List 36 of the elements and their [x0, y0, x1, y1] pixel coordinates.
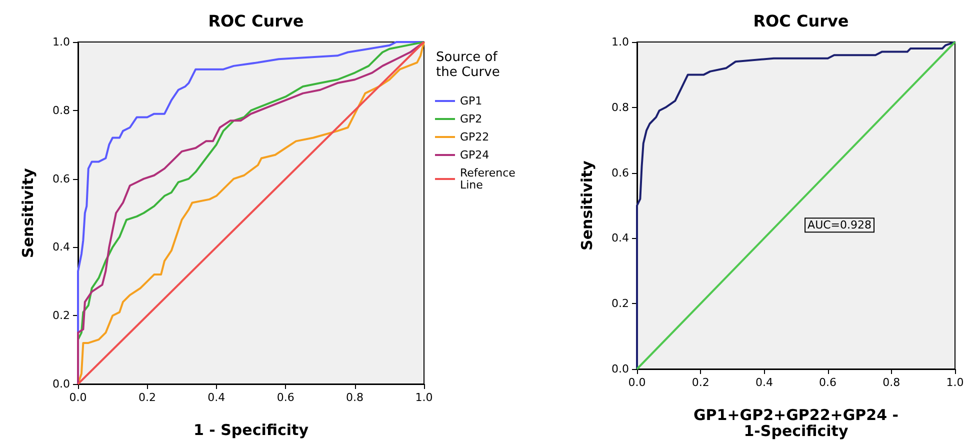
legend-label: GP1 [460, 94, 482, 108]
x-tick-label: 0.0 [628, 376, 646, 389]
y-tick-label: 0.2 [52, 309, 70, 322]
x-tick-label: 0.6 [819, 376, 837, 389]
x-tick-label: 0.4 [755, 376, 773, 389]
x-tick-label: 0.0 [69, 391, 87, 404]
legend-title: Source of the Curve [436, 50, 502, 80]
x-tick-label: 1.0 [415, 391, 433, 404]
x-tick-label: 0.2 [692, 376, 710, 389]
legend-label: GP24 [460, 148, 490, 162]
y-tick-label: 0.6 [612, 166, 629, 180]
x-axis-title: 1 - Specificity [194, 421, 309, 439]
legend-label: Reference Line [460, 166, 519, 192]
x-tick-label: 0.6 [276, 391, 294, 404]
y-tick-label: 1.0 [612, 36, 629, 48]
x-tick-label: 0.8 [346, 391, 364, 404]
annotation: AUC=0.928 [808, 218, 872, 232]
y-tick-label: 0.4 [612, 232, 629, 245]
y-tick-label: 1.0 [52, 36, 70, 48]
chart-title: ROC Curve [753, 12, 849, 30]
y-tick-label: 0.4 [52, 240, 70, 254]
y-tick-label: 0.2 [612, 297, 629, 310]
y-tick-label: 0.0 [612, 362, 629, 376]
chart-title: ROC Curve [208, 12, 304, 30]
y-axis-title: Sensitivity [578, 160, 596, 250]
x-axis-title: GP1+GP2+GP22+GP24 - 1-Specificity [694, 406, 898, 440]
x-tick-label: 0.2 [138, 391, 156, 404]
x-tick-label: 1.0 [946, 376, 964, 389]
y-tick-label: 0.8 [52, 104, 70, 117]
y-axis-title: Sensitivity [19, 168, 37, 258]
y-tick-label: 0.6 [52, 172, 70, 186]
legend-label: GP22 [460, 130, 490, 144]
x-tick-label: 0.4 [208, 391, 226, 404]
x-tick-label: 0.8 [882, 376, 900, 389]
legend-label: GP2 [460, 112, 482, 126]
y-tick-label: 0.8 [612, 100, 629, 114]
